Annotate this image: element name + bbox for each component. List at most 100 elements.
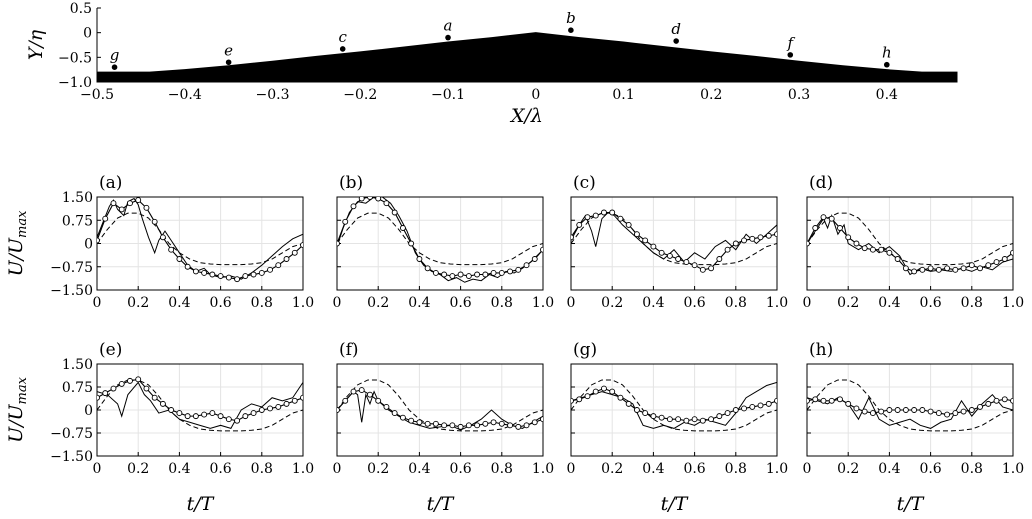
series-solid	[571, 381, 777, 429]
bedform-y-tick-label: −0.5	[58, 50, 92, 66]
series-circles-marker	[765, 400, 772, 407]
series-circles-marker	[878, 246, 885, 253]
series-circles-marker	[267, 405, 273, 412]
series-circles-marker	[765, 232, 772, 239]
series-circles-marker	[812, 396, 819, 403]
series-circles-marker	[584, 393, 591, 400]
series-circles-marker	[97, 394, 100, 401]
series-circles-marker	[571, 234, 574, 241]
series-circles-marker	[234, 276, 241, 283]
series-circles-marker	[110, 200, 117, 207]
measurement-point-c	[339, 46, 346, 52]
series-circles-marker	[741, 237, 747, 244]
series-circles-marker	[337, 407, 340, 413]
series-circles-marker	[449, 422, 456, 429]
series-circles-marker	[812, 225, 819, 231]
series-circles-marker	[118, 206, 125, 213]
y-tick-label: 0.75	[62, 213, 93, 229]
x-tick-label: 0	[93, 461, 102, 477]
series-circles-marker	[944, 265, 951, 272]
series-circles-marker	[911, 407, 918, 413]
x-axis-label: t/T	[427, 493, 455, 515]
series-circles-marker	[424, 420, 431, 427]
series-circles-marker	[432, 420, 439, 427]
series-circles-marker	[225, 416, 232, 423]
series-circles-marker	[935, 410, 942, 417]
series-circles-marker	[540, 246, 543, 253]
series-circles-marker	[675, 416, 682, 423]
series-circles-marker	[592, 388, 599, 395]
y-tick-label: −0.75	[50, 426, 93, 442]
bedform-x-tick-label: 0.2	[700, 87, 722, 103]
x-tick-label: 0.2	[837, 461, 859, 477]
series-circles-marker	[724, 410, 731, 417]
series-circles-marker	[1010, 397, 1013, 404]
series-circles-marker	[540, 416, 543, 423]
x-tick-label: 0.4	[642, 461, 664, 477]
y-tick-label: 0.75	[62, 380, 93, 396]
series-circles-marker	[935, 266, 942, 273]
series-circles-marker	[474, 271, 481, 278]
series-circles-marker	[342, 218, 349, 225]
x-tick-label: 1.0	[1002, 461, 1024, 477]
series-circles-marker	[633, 231, 640, 238]
measurement-point-label: b	[566, 9, 576, 27]
series-circles-marker	[474, 422, 481, 429]
series-circles-marker	[658, 414, 665, 421]
series-group	[97, 376, 303, 432]
panel-label: (a)	[99, 173, 122, 193]
bedform-x-axis-label: X/λ	[509, 105, 543, 127]
series-circles-marker	[408, 417, 415, 424]
series-circles-marker	[845, 400, 852, 407]
series-circles-marker	[952, 266, 959, 273]
series-circles-marker	[135, 376, 142, 383]
series-circles-marker	[584, 214, 591, 221]
series-circles-marker	[993, 259, 1000, 266]
series-circles-marker	[633, 407, 640, 413]
series-circles-marker	[592, 212, 599, 219]
x-tick-label: 1.0	[292, 461, 314, 477]
series-circles-marker	[732, 240, 739, 247]
series-circles-marker	[968, 262, 975, 269]
series-circles-marker	[869, 410, 876, 417]
velocity-panel-c: (c) 0 0.2 0.4 0.6 0.8 1.0	[567, 173, 789, 311]
series-circles-marker	[708, 265, 715, 272]
series-circles-marker	[741, 405, 747, 412]
series-circles-marker	[576, 221, 583, 228]
series-circles-marker	[350, 203, 357, 210]
series-circles-marker	[609, 388, 616, 395]
x-tick-label: 0	[803, 295, 812, 311]
series-circles-marker	[416, 256, 423, 262]
y-axis-label-main: U/U	[5, 404, 27, 443]
series-circles-marker	[482, 420, 489, 427]
measurement-point-label: f	[786, 34, 795, 52]
series-group	[571, 379, 777, 432]
series-circles-marker	[911, 268, 918, 275]
series-circles-marker	[490, 270, 497, 276]
series-circles-marker	[127, 200, 133, 207]
series-circles-marker	[118, 380, 125, 387]
series-circles-marker	[465, 422, 472, 429]
x-tick-label: 0.8	[491, 295, 513, 311]
series-circles-marker	[515, 423, 522, 430]
series-circles-marker	[399, 225, 406, 231]
velocity-panel-b: (b) 0 0.2 0.4 0.6 0.8 1.0	[333, 173, 555, 311]
series-circles-marker	[828, 397, 835, 404]
series-circles-marker	[342, 397, 349, 404]
series-circles-marker	[399, 414, 406, 421]
series-circles-marker	[457, 423, 464, 430]
series-circles-marker	[242, 413, 249, 420]
panel-label: (f)	[339, 340, 359, 360]
series-circles-marker	[807, 397, 810, 404]
measurement-point-f	[787, 52, 794, 58]
series-circles-marker	[609, 209, 616, 216]
x-tick-label: 1.0	[532, 295, 554, 311]
measurement-point-g	[111, 64, 118, 70]
panel-label: (g)	[573, 340, 597, 360]
series-circles-marker	[757, 402, 764, 409]
series-circles-marker	[275, 262, 282, 269]
series-circles-marker	[993, 397, 1000, 404]
x-tick-label: 1.0	[1002, 295, 1024, 311]
bedform-x-tick-label: −0.5	[80, 87, 114, 103]
